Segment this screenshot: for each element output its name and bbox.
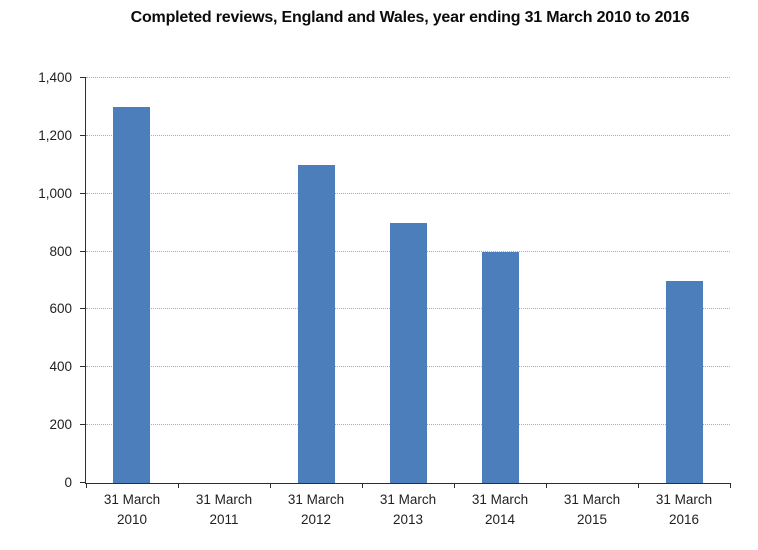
bar-2012 <box>297 164 335 483</box>
gridline <box>86 77 730 78</box>
x-axis-tick <box>178 483 179 488</box>
x-axis-tick <box>454 483 455 488</box>
y-axis-tick-label: 400 <box>49 359 72 375</box>
plot-area: 0 200 400 600 800 1,000 1,200 1,400 31 March 201… <box>38 70 731 527</box>
y-axis-tick-label: 1,200 <box>38 127 72 143</box>
y-axis-tick <box>80 308 86 310</box>
gridline <box>86 134 730 136</box>
bar-2016 <box>665 280 703 483</box>
y-axis-tick-label: 1,400 <box>38 70 72 85</box>
y-axis-tick-label: 200 <box>49 417 72 433</box>
bar-2013 <box>389 222 427 483</box>
y-axis-tick-label: 800 <box>49 243 72 259</box>
y-axis-tick <box>80 192 86 194</box>
x-axis-tick <box>638 483 639 488</box>
x-axis-category-label: 31 March 2011 <box>195 492 253 527</box>
x-axis-category-label: 31 March 2016 <box>655 492 713 527</box>
bar-2014 <box>481 251 519 483</box>
x-axis-category-label: 31 March 2012 <box>287 492 345 527</box>
x-axis-tick <box>270 483 271 488</box>
y-axis-tick <box>80 77 86 78</box>
x-axis-category-label: 31 March 2013 <box>379 492 437 527</box>
y-axis-tick-label: 1,000 <box>38 185 72 201</box>
gridline <box>86 192 730 194</box>
x-axis-tick <box>362 483 363 488</box>
y-axis-tick <box>80 424 86 426</box>
chart-title: Completed reviews, England and Wales, ye… <box>130 9 690 26</box>
x-axis-tick <box>730 483 731 488</box>
x-axis-tick <box>546 483 547 488</box>
x-axis-category-label: 31 March 2014 <box>471 492 529 527</box>
x-axis-category-label: 31 March 2015 <box>563 492 621 527</box>
y-axis-tick <box>80 482 86 483</box>
x-axis-category-label: 31 March 2010 <box>103 492 161 527</box>
bar-2010 <box>113 106 151 483</box>
y-axis-tick <box>80 366 86 368</box>
y-axis-tick <box>80 250 86 252</box>
y-axis-tick-label: 0 <box>64 475 72 490</box>
x-axis-tick <box>86 483 87 488</box>
y-axis-tick <box>80 134 86 136</box>
y-axis-tick-label: 600 <box>49 301 72 317</box>
